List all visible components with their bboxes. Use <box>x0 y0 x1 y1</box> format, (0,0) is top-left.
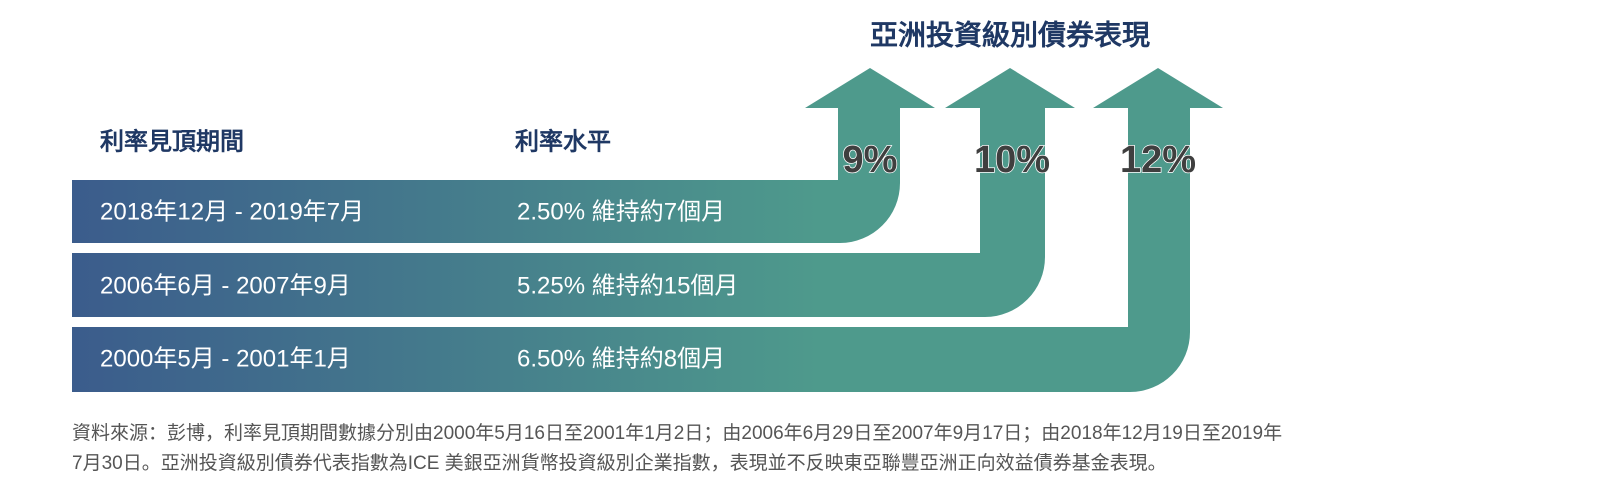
return-label: 9% <box>843 139 898 181</box>
row-arrow <box>72 68 1075 317</box>
row-level: 6.50% 維持約8個月 <box>517 345 725 372</box>
period-header: 利率見頂期間 <box>100 127 244 155</box>
row-period: 2000年5月 - 2001年1月 <box>100 345 351 372</box>
return-label: 12% <box>1120 139 1196 181</box>
arrow-shaft <box>980 108 1045 254</box>
arrow-shaft <box>1128 108 1190 328</box>
row-level: 2.50% 維持約7個月 <box>517 198 725 225</box>
row-arrow <box>72 68 935 243</box>
row-period: 2018年12月 - 2019年7月 <box>100 198 364 225</box>
row-arrow <box>72 68 1223 392</box>
source-note: 7月30日。亞洲投資級別債券代表指數為ICE 美銀亞洲貨幣投資級別企業指數，表現… <box>72 452 1167 474</box>
row-level: 5.25% 維持約15個月 <box>517 272 738 299</box>
return-label: 10% <box>974 139 1050 181</box>
source-note: 資料來源：彭博，利率見頂期間數據分別由2000年5月16日至2001年1月2日；… <box>72 422 1282 444</box>
title: 亞洲投資級別債券表現 <box>870 18 1150 50</box>
arrow-shaft <box>838 108 900 181</box>
level-header: 利率水平 <box>515 127 611 155</box>
row-period: 2006年6月 - 2007年9月 <box>100 272 351 299</box>
